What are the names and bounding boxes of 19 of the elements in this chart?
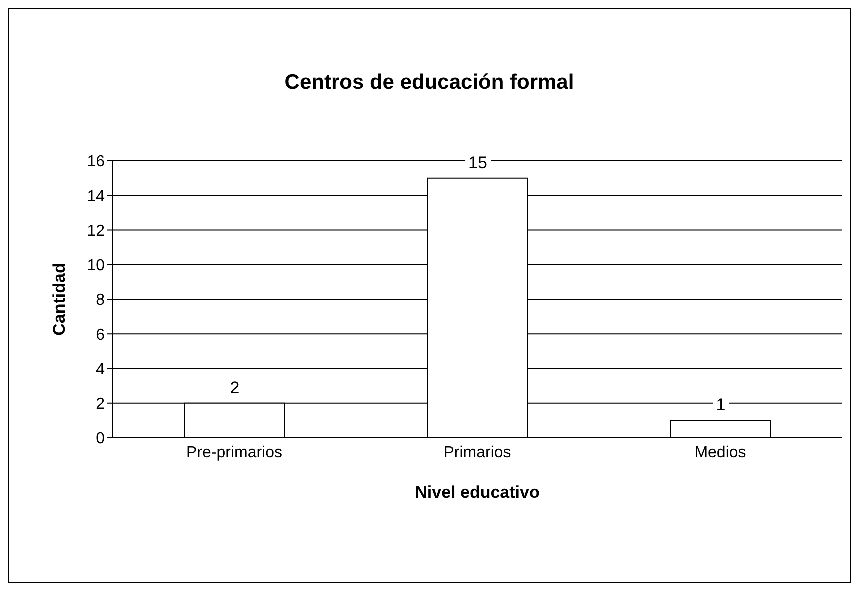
y-tick-label: 0 <box>96 430 106 448</box>
y-tick-label: 4 <box>96 361 106 378</box>
y-tick-label: 16 <box>87 154 106 171</box>
y-tick-label: 2 <box>96 396 106 414</box>
y-tick-label: 12 <box>87 222 106 240</box>
data-label: 15 <box>468 153 488 172</box>
y-axis-title: Cantidad <box>50 263 70 336</box>
y-tick-label: 10 <box>87 258 106 275</box>
x-tick-label: Primarios <box>444 444 512 462</box>
chart-title: Centros de educación formal <box>284 71 576 95</box>
data-label: 2 <box>230 378 240 398</box>
y-tick-label: 14 <box>87 188 106 206</box>
y-tick-label: 8 <box>96 292 106 310</box>
data-label: 1 <box>716 396 726 415</box>
x-axis-title: Nivel educativo <box>415 483 540 502</box>
x-tick-label: Pre-primarios <box>186 444 283 462</box>
y-tick-label: 6 <box>96 326 106 344</box>
x-tick-label: Medios <box>694 444 746 462</box>
bar <box>670 420 772 438</box>
